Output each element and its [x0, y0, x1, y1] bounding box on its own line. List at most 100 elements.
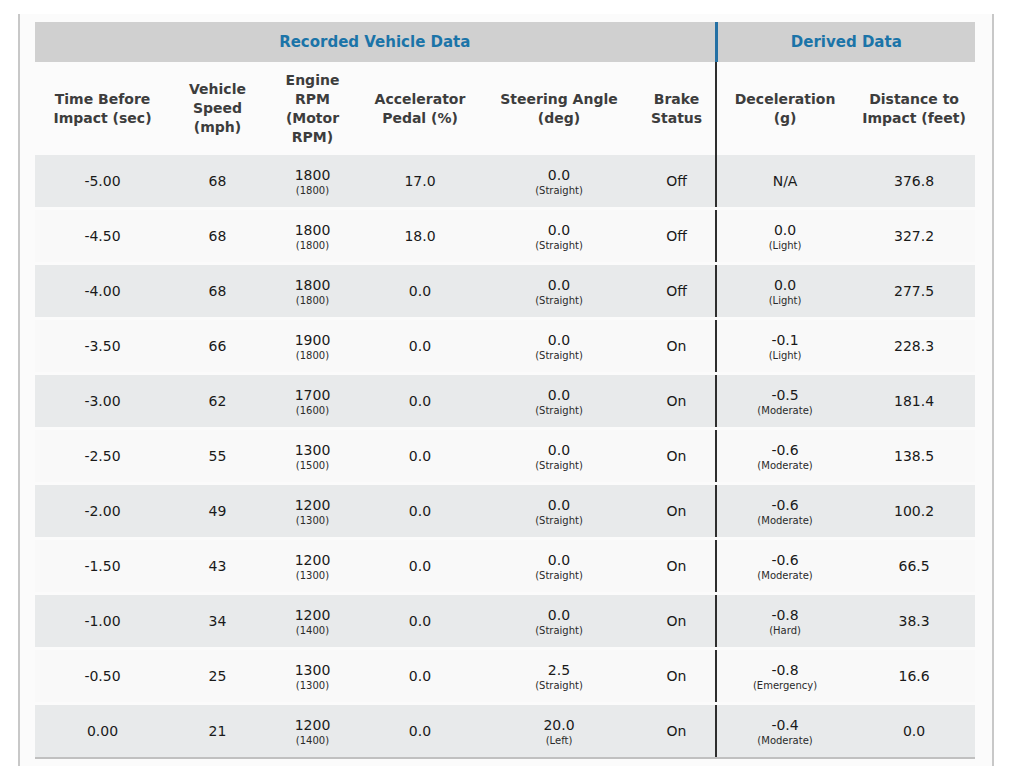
- cell-value: -4.00: [39, 282, 166, 300]
- cell-brake: On: [638, 704, 716, 759]
- cell-value: 34: [174, 612, 261, 630]
- group-header-recorded-vehicle-data: Recorded Vehicle Data: [35, 22, 716, 62]
- cell-sub-value: (1300): [269, 679, 356, 692]
- cell-value: On: [642, 502, 711, 520]
- cell-value: 100.2: [857, 502, 971, 520]
- cell-steer: 0.0(Straight): [480, 264, 638, 319]
- cell-sub-value: (1500): [269, 459, 356, 472]
- cell-time: -2.00: [35, 484, 170, 539]
- cell-value: 0.0: [484, 166, 634, 184]
- cell-rpm: 1800(1800): [265, 209, 360, 264]
- cell-sub-value: (Moderate): [721, 569, 849, 582]
- cell-value: 38.3: [857, 612, 971, 630]
- cell-value: -0.8: [721, 606, 849, 624]
- cell-rpm: 1700(1600): [265, 374, 360, 429]
- cell-speed: 66: [170, 319, 265, 374]
- cell-rpm: 1800(1800): [265, 155, 360, 209]
- cell-value: 1300: [269, 441, 356, 459]
- cell-value: Off: [642, 172, 711, 190]
- table-row: -4.50681800(1800)18.00.0(Straight)Off0.0…: [35, 209, 975, 264]
- cell-value: 25: [174, 667, 261, 685]
- cell-brake: On: [638, 594, 716, 649]
- col-header-rpm: Engine RPM (Motor RPM): [265, 62, 360, 155]
- table-row: -3.00621700(1600)0.00.0(Straight)On-0.5(…: [35, 374, 975, 429]
- cell-speed: 68: [170, 209, 265, 264]
- cell-value: -0.6: [721, 441, 849, 459]
- group-header-derived-data: Derived Data: [716, 22, 975, 62]
- cell-dist: 66.5: [853, 539, 975, 594]
- cell-accel: 0.0: [360, 539, 480, 594]
- group-header-row: Recorded Vehicle Data Derived Data: [35, 22, 975, 62]
- table-row: -3.50661900(1800)0.00.0(Straight)On-0.1(…: [35, 319, 975, 374]
- cell-value: 49: [174, 502, 261, 520]
- cell-sub-value: (1400): [269, 624, 356, 637]
- cell-steer: 0.0(Straight): [480, 209, 638, 264]
- cell-sub-value: (Straight): [484, 294, 634, 307]
- cell-value: 0.0: [364, 557, 476, 575]
- cell-value: 0.0: [364, 282, 476, 300]
- cell-value: 0.0: [364, 337, 476, 355]
- cell-decel: N/A: [716, 155, 853, 209]
- cell-value: -0.6: [721, 551, 849, 569]
- cell-value: 0.0: [721, 221, 849, 239]
- cell-brake: On: [638, 319, 716, 374]
- table-row: -0.50251300(1300)0.02.5(Straight)On-0.8(…: [35, 649, 975, 704]
- cell-decel: -0.6(Moderate): [716, 484, 853, 539]
- cell-sub-value: (Moderate): [721, 404, 849, 417]
- cell-value: -0.4: [721, 716, 849, 734]
- cell-value: 66.5: [857, 557, 971, 575]
- cell-sub-value: (Straight): [484, 679, 634, 692]
- table-body: -5.00681800(1800)17.00.0(Straight)OffN/A…: [35, 155, 975, 758]
- cell-accel: 18.0: [360, 209, 480, 264]
- cell-decel: -0.4(Moderate): [716, 704, 853, 759]
- cell-time: -0.50: [35, 649, 170, 704]
- cell-value: On: [642, 392, 711, 410]
- cell-dist: 100.2: [853, 484, 975, 539]
- cell-steer: 0.0(Straight): [480, 155, 638, 209]
- cell-value: 1900: [269, 331, 356, 349]
- cell-value: 1200: [269, 551, 356, 569]
- cell-value: 327.2: [857, 227, 971, 245]
- cell-brake: On: [638, 374, 716, 429]
- cell-speed: 49: [170, 484, 265, 539]
- cell-rpm: 1800(1800): [265, 264, 360, 319]
- table-row: -2.00491200(1300)0.00.0(Straight)On-0.6(…: [35, 484, 975, 539]
- cell-time: -4.50: [35, 209, 170, 264]
- cell-steer: 2.5(Straight): [480, 649, 638, 704]
- data-panel: Recorded Vehicle Data Derived Data Time …: [18, 14, 994, 766]
- cell-value: 0.0: [857, 722, 971, 740]
- cell-time: -3.00: [35, 374, 170, 429]
- cell-time: 0.00: [35, 704, 170, 759]
- cell-value: 1800: [269, 166, 356, 184]
- cell-value: 0.0: [484, 386, 634, 404]
- cell-accel: 0.0: [360, 594, 480, 649]
- cell-decel: -0.5(Moderate): [716, 374, 853, 429]
- cell-dist: 181.4: [853, 374, 975, 429]
- cell-accel: 17.0: [360, 155, 480, 209]
- cell-sub-value: (1800): [269, 349, 356, 362]
- cell-sub-value: (Straight): [484, 569, 634, 582]
- cell-rpm: 1200(1300): [265, 539, 360, 594]
- cell-value: 1200: [269, 716, 356, 734]
- cell-value: 18.0: [364, 227, 476, 245]
- cell-steer: 0.0(Straight): [480, 594, 638, 649]
- cell-accel: 0.0: [360, 704, 480, 759]
- cell-value: 0.0: [484, 441, 634, 459]
- cell-value: 0.0: [721, 276, 849, 294]
- cell-sub-value: (Left): [484, 734, 634, 747]
- col-header-speed: Vehicle Speed (mph): [170, 62, 265, 155]
- cell-speed: 62: [170, 374, 265, 429]
- cell-value: 0.0: [364, 392, 476, 410]
- cell-value: 2.5: [484, 661, 634, 679]
- cell-time: -4.00: [35, 264, 170, 319]
- cell-time: -1.50: [35, 539, 170, 594]
- cell-dist: 228.3: [853, 319, 975, 374]
- cell-decel: -0.6(Moderate): [716, 429, 853, 484]
- cell-speed: 55: [170, 429, 265, 484]
- cell-value: -0.1: [721, 331, 849, 349]
- cell-value: On: [642, 667, 711, 685]
- cell-brake: Off: [638, 155, 716, 209]
- cell-value: 66: [174, 337, 261, 355]
- col-header-dist: Distance to Impact (feet): [853, 62, 975, 155]
- cell-rpm: 1200(1400): [265, 704, 360, 759]
